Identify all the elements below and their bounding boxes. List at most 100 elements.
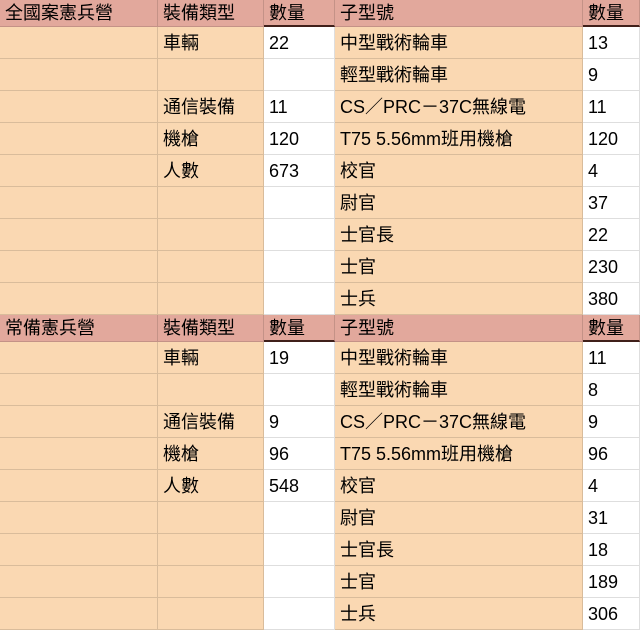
cell-sub-model: 士官 [335,251,583,283]
table-row: 尉官 37 [0,187,640,219]
cell-sub-model: 士兵 [335,283,583,315]
header-cell-equip-type: 裝備類型 [158,0,264,27]
cell-category [0,251,158,283]
table-row: 車輛 19 中型戰術輪車 11 [0,342,640,374]
cell-sub-model: 輕型戰術輪車 [335,374,583,406]
cell-equip-type [158,566,264,598]
cell-qty: 22 [264,27,335,59]
cell-equip-type: 通信裝備 [158,406,264,438]
cell-sub-qty: 31 [583,502,640,534]
cell-equip-type [158,598,264,630]
cell-sub-qty: 4 [583,470,640,502]
header-cell-sub-model: 子型號 [335,315,583,342]
table-row: 士兵 306 [0,598,640,630]
table-row: 人數 673 校官 4 [0,155,640,187]
header-cell-title: 全國案憲兵營 [0,0,158,27]
cell-category [0,27,158,59]
cell-equip-type [158,187,264,219]
cell-qty [264,598,335,630]
cell-sub-qty: 306 [583,598,640,630]
cell-sub-model: 士官 [335,566,583,598]
cell-qty [264,283,335,315]
table-row: 輕型戰術輪車 8 [0,374,640,406]
cell-sub-model: 輕型戰術輪車 [335,59,583,91]
table-row: 車輛 22 中型戰術輪車 13 [0,27,640,59]
cell-sub-model: CS／PRC－37C無線電 [335,91,583,123]
cell-qty [264,534,335,566]
cell-sub-qty: 37 [583,187,640,219]
cell-sub-model: 尉官 [335,187,583,219]
table-row: 士官 230 [0,251,640,283]
cell-sub-qty: 96 [583,438,640,470]
cell-category [0,219,158,251]
cell-qty [264,566,335,598]
cell-equip-type [158,374,264,406]
cell-sub-qty: 8 [583,374,640,406]
cell-category [0,155,158,187]
cell-equip-type [158,502,264,534]
cell-equip-type: 通信裝備 [158,91,264,123]
cell-sub-qty: 9 [583,59,640,91]
cell-sub-qty: 230 [583,251,640,283]
cell-sub-model: T75 5.56mm班用機槍 [335,123,583,155]
cell-qty: 9 [264,406,335,438]
header-cell-equip-type: 裝備類型 [158,315,264,342]
cell-sub-model: 中型戰術輪車 [335,342,583,374]
table-row: 士兵 380 [0,283,640,315]
cell-sub-model: 尉官 [335,502,583,534]
cell-equip-type: 人數 [158,470,264,502]
cell-category [0,438,158,470]
cell-category [0,534,158,566]
cell-sub-model: 士官長 [335,534,583,566]
cell-qty: 548 [264,470,335,502]
section-national-mp-battalion-table: 全國案憲兵營 裝備類型 數量 子型號 數量 車輛 22 中型戰術輪車 13 輕型戰術輪車 9 通信裝備… [0,0,640,315]
header-cell-qty: 數量 [264,0,335,27]
cell-sub-model: 士官長 [335,219,583,251]
cell-qty: 11 [264,91,335,123]
cell-qty [264,219,335,251]
cell-equip-type: 車輛 [158,342,264,374]
cell-category [0,342,158,374]
table-row: 機槍 120 T75 5.56mm班用機槍 120 [0,123,640,155]
cell-qty: 19 [264,342,335,374]
cell-equip-type [158,251,264,283]
cell-category [0,598,158,630]
table-row: 士官 189 [0,566,640,598]
cell-category [0,502,158,534]
cell-equip-type: 機槍 [158,438,264,470]
table-row: 人數 548 校官 4 [0,470,640,502]
cell-sub-qty: 13 [583,27,640,59]
cell-category [0,406,158,438]
table-row: 機槍 96 T75 5.56mm班用機槍 96 [0,438,640,470]
header-cell-sub-qty: 數量 [583,315,640,342]
cell-qty [264,502,335,534]
cell-sub-model: 校官 [335,155,583,187]
table-row: 通信裝備 9 CS／PRC－37C無線電 9 [0,406,640,438]
cell-category [0,470,158,502]
cell-qty [264,187,335,219]
cell-equip-type: 人數 [158,155,264,187]
cell-category [0,91,158,123]
cell-equip-type [158,219,264,251]
cell-category [0,187,158,219]
cell-qty: 120 [264,123,335,155]
cell-sub-qty: 11 [583,342,640,374]
cell-equip-type [158,534,264,566]
header-row: 常備憲兵營 裝備類型 數量 子型號 數量 [0,315,640,342]
cell-qty [264,251,335,283]
cell-sub-qty: 9 [583,406,640,438]
cell-equip-type: 機槍 [158,123,264,155]
cell-sub-qty: 380 [583,283,640,315]
table-row: 士官長 18 [0,534,640,566]
header-cell-title: 常備憲兵營 [0,315,158,342]
cell-qty [264,59,335,91]
table-row: 士官長 22 [0,219,640,251]
cell-equip-type [158,59,264,91]
cell-category [0,374,158,406]
cell-equip-type [158,283,264,315]
cell-category [0,566,158,598]
cell-category [0,123,158,155]
cell-category [0,283,158,315]
cell-sub-qty: 18 [583,534,640,566]
cell-sub-model: 中型戰術輪車 [335,27,583,59]
